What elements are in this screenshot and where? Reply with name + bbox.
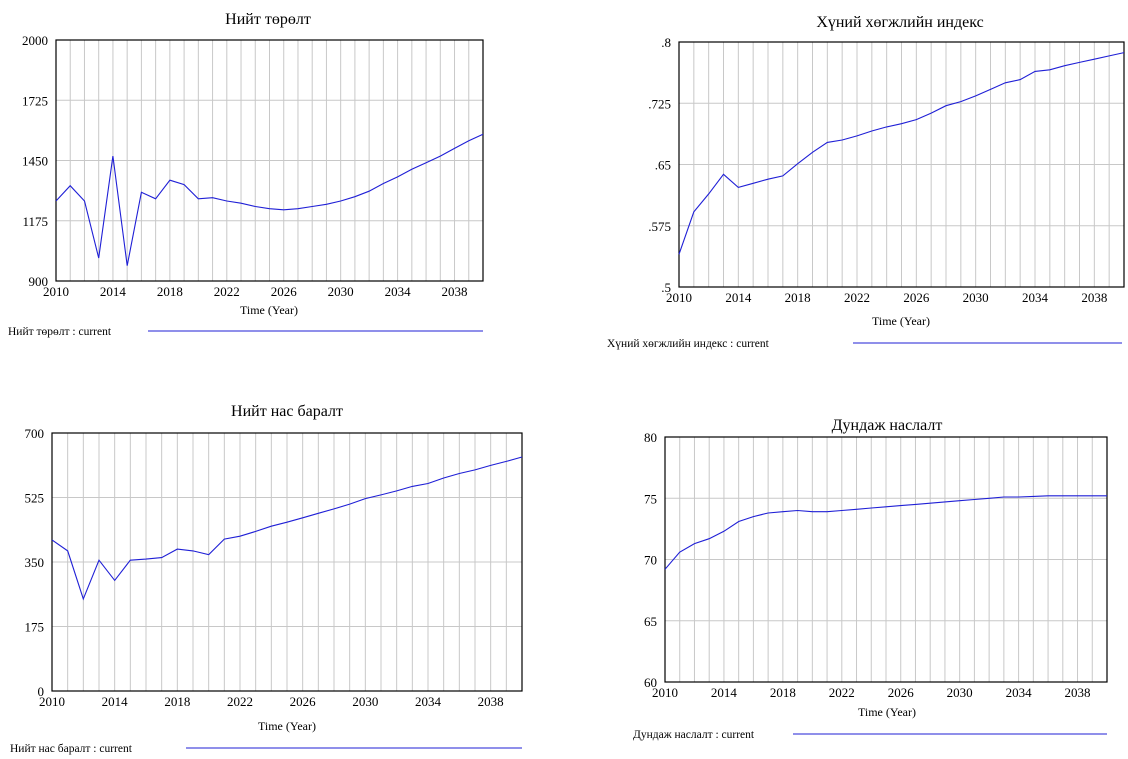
chart-title: Нийт төрөлт — [225, 11, 311, 28]
plot-frame — [678, 41, 1125, 288]
x-axis-label: Time (Year) — [240, 303, 298, 317]
series-line — [55, 133, 484, 266]
x-axis: 2010 2014 2018 2022 2026 2030 2034 2038 — [43, 284, 468, 299]
grid — [665, 437, 1107, 682]
y-tick-label: 70 — [644, 553, 657, 568]
x-tick-label: 2014 — [725, 290, 752, 305]
y-tick-label: .65 — [655, 158, 671, 173]
y-tick-label: .5 — [661, 280, 671, 295]
x-tick-label: 2026 — [271, 284, 298, 299]
y-tick-label: 175 — [25, 620, 45, 635]
legend-label: Дундаж наслалт : current — [633, 729, 755, 741]
plot-frame — [664, 436, 1108, 683]
series-line — [51, 456, 523, 601]
x-tick-label: 2030 — [963, 290, 989, 305]
x-tick-label: 2034 — [415, 694, 442, 709]
y-tick-label: 60 — [644, 675, 657, 690]
grid — [56, 40, 483, 281]
x-tick-label: 2010 — [666, 290, 692, 305]
x-tick-label: 2022 — [227, 694, 253, 709]
x-axis-label: Time (Year) — [858, 705, 916, 719]
series-line — [664, 495, 1107, 570]
y-tick-label: 1175 — [22, 214, 48, 229]
x-tick-label: 2038 — [1081, 290, 1107, 305]
x-tick-label: 2026 — [290, 694, 317, 709]
x-tick-label: 2018 — [157, 284, 183, 299]
y-tick-label: .8 — [661, 35, 671, 50]
y-tick-label: .575 — [648, 219, 671, 234]
x-tick-label: 2034 — [1022, 290, 1049, 305]
x-tick-label: 2014 — [100, 284, 127, 299]
x-axis: 2010 2014 2018 2022 2026 2030 2034 2038 — [652, 685, 1091, 700]
x-tick-label: 2026 — [888, 685, 915, 700]
x-tick-label: 2034 — [385, 284, 412, 299]
x-tick-label: 2010 — [652, 685, 678, 700]
x-axis-label: Time (Year) — [872, 314, 930, 328]
chart-total-births: Нийт төрөлт 900 1175 1450 1725 2000 2010 2014… — [8, 11, 484, 338]
chart-title: Дундаж наслалт — [832, 417, 943, 434]
y-axis: 0 175 350 525 700 — [25, 426, 45, 699]
x-tick-label: 2030 — [328, 284, 354, 299]
y-axis: 60 65 70 75 80 — [644, 430, 657, 690]
y-tick-label: 1450 — [22, 154, 48, 169]
x-tick-label: 2026 — [903, 290, 930, 305]
x-tick-label: 2014 — [711, 685, 738, 700]
x-tick-label: 2014 — [102, 694, 129, 709]
plot-frame — [55, 39, 484, 282]
y-tick-label: 350 — [25, 555, 45, 570]
x-tick-label: 2038 — [478, 694, 504, 709]
y-tick-label: 1725 — [22, 93, 48, 108]
x-axis: 2010 2014 2018 2022 2026 2030 2034 2038 — [39, 694, 504, 709]
y-tick-label: 0 — [38, 684, 45, 699]
y-axis: 900 1175 1450 1725 2000 — [22, 33, 48, 289]
x-tick-label: 2034 — [1006, 685, 1033, 700]
y-tick-label: 700 — [25, 426, 45, 441]
x-tick-label: 2018 — [770, 685, 796, 700]
series-line — [678, 52, 1125, 255]
plot-frame — [51, 432, 523, 692]
y-axis: .5 .575 .65 .725 .8 — [648, 35, 671, 295]
x-axis-label: Time (Year) — [258, 719, 316, 733]
x-tick-label: 2010 — [43, 284, 69, 299]
chart-human-development-index: Хүний хөгжлийн индекс .5 .575 .65 .725 .8 20… — [607, 14, 1125, 350]
x-tick-label: 2030 — [352, 694, 378, 709]
x-tick-label: 2018 — [785, 290, 811, 305]
y-tick-label: .725 — [648, 96, 671, 111]
grid — [52, 433, 522, 691]
legend-label: Хүний хөгжлийн индекс : current — [607, 338, 770, 350]
y-tick-label: 2000 — [22, 33, 48, 48]
y-tick-label: 80 — [644, 430, 657, 445]
grid — [679, 42, 1124, 287]
x-tick-label: 2022 — [214, 284, 240, 299]
legend-label: Нийт төрөлт : current — [8, 326, 112, 338]
y-tick-label: 525 — [25, 491, 45, 506]
x-tick-label: 2022 — [829, 685, 855, 700]
x-tick-label: 2018 — [164, 694, 190, 709]
x-tick-label: 2038 — [442, 284, 468, 299]
y-tick-label: 900 — [29, 274, 49, 289]
x-tick-label: 2038 — [1065, 685, 1091, 700]
x-axis: 2010 2014 2018 2022 2026 2030 2034 2038 — [666, 290, 1107, 305]
x-tick-label: 2010 — [39, 694, 65, 709]
x-tick-label: 2030 — [947, 685, 973, 700]
legend-label: Нийт нас баралт : current — [10, 743, 133, 755]
x-tick-label: 2022 — [844, 290, 870, 305]
y-tick-label: 65 — [644, 614, 657, 629]
chart-title: Нийт нас баралт — [231, 403, 343, 420]
y-tick-label: 75 — [644, 491, 657, 506]
chart-title: Хүний хөгжлийн индекс — [816, 14, 983, 31]
